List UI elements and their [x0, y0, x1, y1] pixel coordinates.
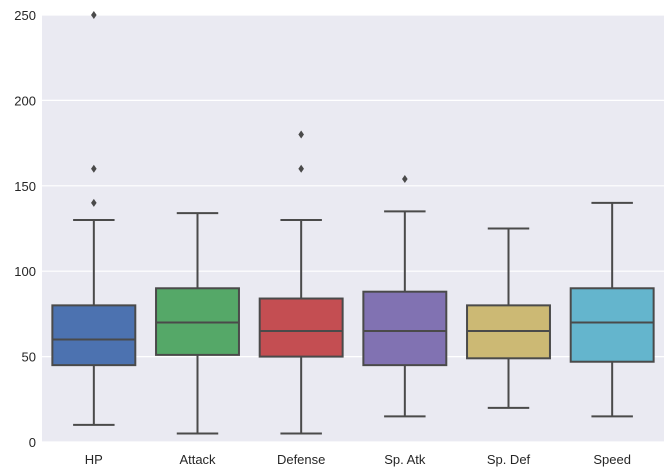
- x-tick-label-sp-atk: Sp. Atk: [384, 452, 426, 467]
- box-hp: [51, 11, 137, 426]
- box-body: [362, 290, 448, 367]
- outlier-point: [91, 198, 97, 207]
- outlier-point: [298, 164, 304, 173]
- x-tick-label-hp: HP: [85, 452, 103, 467]
- box-defense: [258, 130, 344, 435]
- outlier-point: [91, 164, 97, 173]
- outlier-point: [298, 130, 304, 139]
- outlier-point: [91, 11, 97, 19]
- x-axis-ticks: HP Attack Defense Sp. Atk Sp. Def Speed: [85, 452, 631, 467]
- outlier-point: [402, 174, 408, 183]
- y-tick-label: 250: [14, 8, 36, 23]
- y-tick-label: 200: [14, 93, 36, 108]
- y-tick-label: 150: [14, 179, 36, 194]
- x-tick-label-sp-def: Sp. Def: [487, 452, 531, 467]
- y-tick-label: 50: [22, 350, 36, 365]
- plot-background: [42, 15, 664, 442]
- box-series: [51, 11, 655, 435]
- box-sp-def: [466, 227, 551, 409]
- y-axis-ticks: 0 50 100 150 200 250: [14, 8, 36, 450]
- x-tick-label-attack: Attack: [179, 452, 216, 467]
- box-attack: [155, 212, 240, 435]
- box-body: [569, 287, 655, 363]
- y-tick-label: 0: [29, 435, 36, 450]
- grid-lines: [42, 14, 664, 443]
- box-speed: [569, 201, 655, 418]
- box-sp-atk: [362, 174, 448, 418]
- x-tick-label-defense: Defense: [277, 452, 325, 467]
- box-body: [258, 297, 344, 358]
- x-tick-label-speed: Speed: [593, 452, 631, 467]
- y-tick-label: 100: [14, 264, 36, 279]
- box-body: [51, 304, 137, 367]
